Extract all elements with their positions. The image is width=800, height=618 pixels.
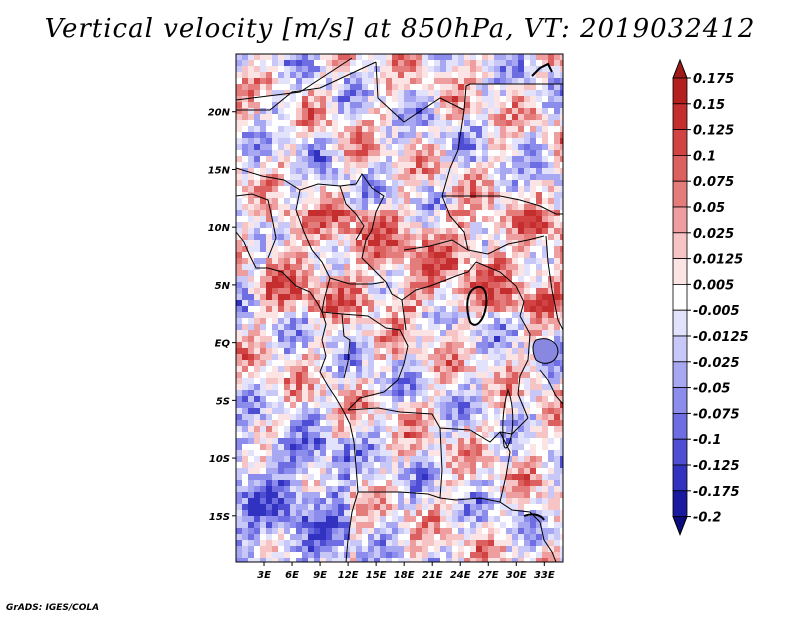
border-line (236, 167, 385, 241)
colorbar-swatch (672, 412, 688, 440)
border-line (401, 261, 477, 301)
border-line (339, 185, 365, 241)
border-line (361, 239, 403, 301)
lon-tick-label: 33E (534, 570, 555, 581)
lat-tick-label: 5N (215, 281, 231, 292)
colorbar-swatch (672, 232, 688, 260)
colorbar-tick-label: -0.2 (693, 511, 721, 526)
border-line (545, 235, 563, 331)
border-line (499, 431, 531, 513)
colorbar-tick-label: -0.175 (693, 485, 740, 500)
colorbar-swatch (672, 438, 688, 466)
lat-tick-label: 20N (208, 108, 231, 119)
colorbar-swatch (672, 464, 688, 492)
border-line (347, 407, 529, 443)
lon-tick-label: 30E (506, 570, 527, 581)
colorbar-tick-label: -0.1 (693, 433, 721, 448)
lake-albert (466, 285, 488, 326)
lat-tick-label: 15S (209, 512, 230, 523)
border-line (442, 195, 563, 215)
border-line (539, 369, 563, 405)
border-line (401, 299, 407, 331)
colorbar-swatch (672, 77, 688, 105)
colorbar-max-arrow (672, 58, 688, 79)
colorbar-swatch (672, 335, 688, 363)
border-line (439, 427, 443, 499)
lake-victoria (532, 338, 559, 364)
grads-credit: GrADS: IGES/COLA (6, 603, 100, 613)
country-borders (236, 57, 563, 562)
colorbar-swatch (672, 180, 688, 208)
colorbar-tick-label: -0.05 (693, 382, 730, 397)
colorbar-swatch (672, 309, 688, 337)
colorbar-tick-label: 0.125 (693, 124, 734, 139)
border-line (236, 193, 277, 259)
lat-tick-label: 5S (216, 396, 230, 407)
colorbar-tick-label: 0.1 (693, 149, 716, 164)
border-line (375, 61, 563, 123)
colorbar-tick-label: -0.125 (693, 459, 740, 474)
colorbar-tick-label: 0.005 (693, 278, 734, 293)
border-line (321, 311, 351, 379)
colorbar-tick-label: 0.0125 (693, 253, 743, 268)
colorbar-swatch (672, 154, 688, 182)
coastline (236, 231, 359, 562)
colorbar-swatch (672, 387, 688, 414)
lat-tick-label: 10N (208, 223, 231, 234)
colorbar-tick-label: 0.175 (693, 72, 734, 87)
colorbar-tick-label: -0.075 (693, 407, 740, 422)
colorbar-tick-label: 0.075 (693, 175, 734, 190)
lon-tick-label: 3E (257, 570, 271, 581)
border-line (403, 235, 545, 255)
lake-kariba (523, 513, 545, 521)
colorbar-tick-label: -0.025 (693, 356, 740, 371)
colorbar-swatch (672, 103, 688, 131)
lon-tick-label: 6E (285, 570, 299, 581)
vertical-velocity-field (236, 54, 563, 562)
colorbar-swatch (672, 258, 688, 285)
nile-segment (531, 62, 553, 77)
map-plot-area: 20N 15N 10N 5N EQ 5S 10S 15S 3E 6E 9E 12E 15E 18E 21E… (208, 53, 564, 581)
border-line (341, 313, 409, 411)
lon-tick-label: 18E (394, 570, 415, 581)
border-line (236, 57, 353, 101)
border-line (517, 315, 531, 419)
lon-tick-label: 15E (366, 570, 387, 581)
colorbar-swatch (672, 129, 688, 156)
border-line (295, 189, 313, 251)
colorbar-swatch (672, 283, 688, 311)
chart-title: Vertical velocity [m/s] at 850hPa, VT: 2… (44, 14, 756, 44)
colorbar-tick-label: 0.15 (693, 98, 725, 113)
colorbar-tick-label: -0.0125 (693, 330, 749, 345)
lon-tick-label: 9E (313, 570, 327, 581)
colorbar-tick-label: 0.05 (693, 201, 725, 216)
lat-tick-label: 15N (208, 165, 231, 176)
lat-tick-label: EQ (215, 339, 231, 350)
map-frame (235, 53, 564, 563)
border-line (475, 261, 525, 317)
longitude-axis: 3E 6E 9E 12E 15E 18E 21E 24E 27E 30E 33E (257, 562, 555, 581)
colorbar-tick-label: -0.005 (693, 304, 740, 319)
lon-tick-label: 24E (450, 570, 471, 581)
colorbar-legend: 0.175 0.15 0.125 0.1 0.075 0.05 0.025 0.0125 0.0… (672, 58, 749, 536)
colorbar-tick-label: 0.025 (693, 227, 734, 242)
lat-tick-label: 10S (209, 454, 230, 465)
lon-tick-label: 21E (422, 570, 443, 581)
colorbar-swatch (672, 206, 688, 234)
colorbar-swatch (672, 490, 688, 517)
lake-tanganyika (502, 388, 514, 449)
lon-tick-label: 27E (478, 570, 499, 581)
latitude-axis: 20N 15N 10N 5N EQ 5S 10S 15S (208, 108, 236, 523)
lon-tick-label: 12E (338, 570, 359, 581)
border-line (529, 511, 557, 562)
colorbar-swatch (672, 361, 688, 388)
border-line (329, 277, 385, 285)
border-line (236, 61, 377, 111)
colorbar-min-arrow (672, 516, 688, 536)
